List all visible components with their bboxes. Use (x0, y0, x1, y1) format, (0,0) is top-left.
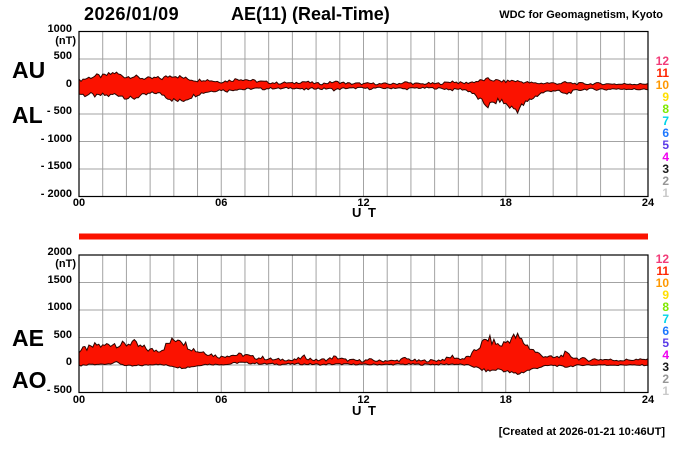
ytick-label: 1000 (47, 301, 72, 313)
station-number: 12 (655, 54, 669, 68)
station-number: 9 (662, 288, 669, 302)
station-number: 6 (662, 324, 669, 338)
ytick-label: 1000 (47, 22, 72, 35)
station-number: 8 (662, 102, 669, 116)
xtick-label: 06 (215, 197, 228, 209)
xtick-label: 12 (357, 394, 370, 406)
ytick-label: - 1000 (40, 132, 72, 145)
ytick-label: 1500 (47, 273, 72, 286)
series-label-al: AL (12, 102, 43, 128)
station-number: 9 (662, 90, 669, 104)
al-trace (78, 86, 649, 115)
series-label-au: AU (12, 57, 46, 83)
ytick-label: 500 (53, 50, 72, 62)
axis-unit-label: (nT) (55, 258, 76, 270)
plot-frame (78, 254, 649, 394)
ao-trace (78, 361, 649, 375)
station-number: 4 (662, 348, 669, 362)
station-number: 7 (662, 312, 669, 326)
x-axis-title: U T (352, 205, 378, 220)
xtick-label: 24 (641, 197, 655, 209)
xtick-label: 18 (499, 394, 512, 406)
page-title: AE(11) (Real-Time) (231, 4, 390, 24)
x-axis-title: U T (352, 403, 378, 418)
xtick-label: 24 (641, 394, 655, 406)
xtick-label: 18 (499, 197, 512, 209)
station-number: 8 (662, 300, 669, 314)
realtime-coverage-bar (79, 233, 648, 240)
ytick-label: 2000 (47, 246, 72, 258)
station-number: 1 (662, 186, 669, 200)
ytick-label: - 500 (46, 383, 72, 396)
axis-unit-label: (nT) (55, 34, 76, 47)
xtick-label: 06 (215, 394, 228, 406)
station-number: 3 (662, 162, 669, 176)
station-number: 3 (662, 360, 669, 374)
station-number: 11 (656, 264, 669, 278)
ytick-label: - 500 (46, 105, 72, 117)
station-number: 11 (656, 66, 669, 80)
xtick-label: 00 (72, 394, 86, 406)
ytick-label: - 2000 (40, 187, 72, 200)
au-trace (78, 71, 649, 86)
organization-label: WDC for Geomagnetism, Kyoto (499, 9, 663, 21)
xtick-label: 00 (72, 197, 86, 209)
station-number: 6 (662, 126, 669, 140)
created-timestamp: [Created at 2026-01-21 10:46UT] (498, 426, 665, 438)
plot-frame (78, 30, 649, 198)
station-number: 10 (655, 78, 669, 92)
station-number: 5 (662, 138, 669, 152)
station-number: 1 (662, 384, 669, 398)
ytick-label: - 1500 (40, 160, 72, 172)
station-number: 2 (662, 372, 669, 386)
ytick-label: 0 (65, 356, 72, 368)
series-label-ae: AE (12, 325, 44, 351)
station-number: 10 (655, 276, 669, 290)
date-label: 2026/01/09 (84, 4, 180, 24)
ytick-label: 0 (65, 77, 72, 90)
station-number: 12 (655, 252, 669, 266)
station-number: 2 (662, 174, 669, 188)
ae-trace (78, 331, 649, 363)
xtick-label: 12 (357, 197, 370, 209)
station-number: 4 (662, 150, 669, 164)
station-number: 7 (662, 114, 669, 128)
station-number: 5 (662, 336, 669, 350)
series-label-ao: AO (12, 367, 47, 393)
ytick-label: 500 (53, 328, 72, 341)
